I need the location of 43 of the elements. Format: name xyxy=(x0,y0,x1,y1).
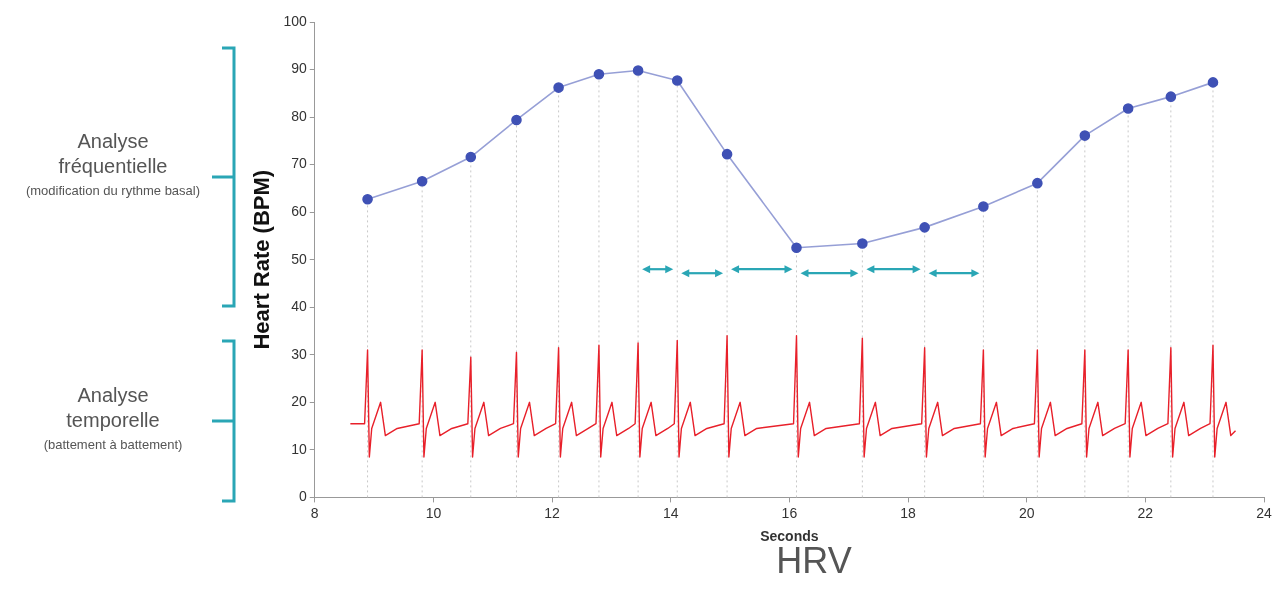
point xyxy=(1032,177,1043,189)
point xyxy=(1207,77,1219,88)
y-tick-label: 80 xyxy=(291,107,307,124)
point xyxy=(978,201,989,212)
point xyxy=(721,148,733,160)
point xyxy=(791,242,802,254)
point xyxy=(919,222,930,233)
point xyxy=(416,175,428,187)
x-tick-label: 12 xyxy=(544,504,561,521)
y-tick-label: 60 xyxy=(291,203,307,220)
y-tick-label: 20 xyxy=(291,393,307,410)
y-tick-label: 30 xyxy=(291,345,307,362)
x-tick-label: 20 xyxy=(1018,504,1035,521)
point xyxy=(362,194,373,205)
x-tick-label: 10 xyxy=(425,504,442,521)
x-tick-label: 14 xyxy=(662,504,679,521)
point xyxy=(553,82,564,93)
y-tick-label: 50 xyxy=(291,250,307,267)
point xyxy=(857,238,868,249)
text: (battement à battement) xyxy=(42,436,184,454)
point xyxy=(671,75,683,86)
y-tick-label: 100 xyxy=(283,12,307,29)
y-tick-label: 0 xyxy=(298,488,307,505)
point xyxy=(1165,91,1177,102)
text: (modification du rythme basal) xyxy=(24,182,202,200)
text: Analyse temporelle xyxy=(65,383,161,433)
point xyxy=(465,151,477,163)
point xyxy=(632,65,644,76)
x-tick-label: 16 xyxy=(781,504,798,521)
x-tick-label: 8 xyxy=(310,504,319,521)
y-tick-label: 10 xyxy=(291,440,307,457)
y-tick-label: 40 xyxy=(291,298,307,315)
y-axis-title: Heart Rate (BPM) xyxy=(249,169,275,350)
point xyxy=(593,68,605,80)
point xyxy=(1122,103,1134,114)
point xyxy=(511,114,522,126)
text: Analyse fréquentielle xyxy=(57,129,169,179)
y-tick-label: 90 xyxy=(291,60,307,77)
x-tick-label: 22 xyxy=(1137,504,1154,521)
y-tick-label: 70 xyxy=(291,155,307,172)
x-tick-label: 24 xyxy=(1256,504,1272,521)
x-tick-label: 18 xyxy=(900,504,917,521)
point xyxy=(1079,130,1091,141)
